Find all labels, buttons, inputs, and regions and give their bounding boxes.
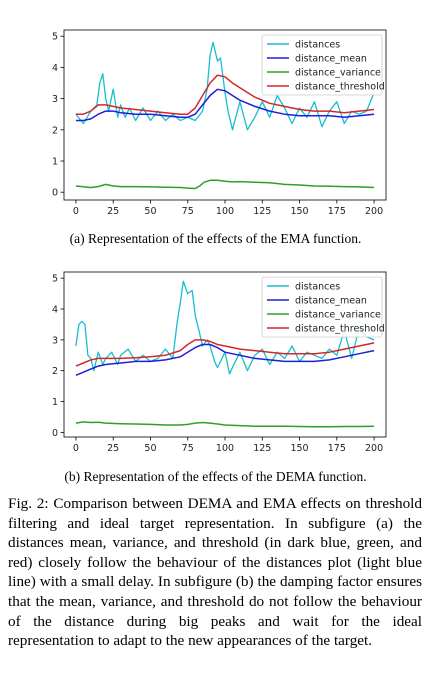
x-tick-label: 75	[182, 206, 194, 217]
series-line-distance-mean	[75, 88, 375, 122]
y-tick-label: 0	[52, 428, 58, 439]
y-tick-label: 3	[52, 94, 58, 105]
x-tick-label: 150	[290, 206, 308, 217]
legend-label: distances	[295, 40, 340, 51]
x-tick-label: 150	[290, 443, 308, 454]
series-line-distance-mean	[75, 343, 375, 376]
y-tick-label: 4	[52, 63, 58, 74]
x-tick-label: 75	[182, 443, 194, 454]
series-line-distances	[75, 41, 375, 131]
series-line-distance-threshold	[75, 74, 375, 115]
y-tick-label: 5	[52, 274, 58, 285]
series-line-distance-variance	[75, 421, 375, 428]
y-tick-label: 2	[52, 366, 58, 377]
legend-box	[261, 34, 383, 96]
x-tick-label: 50	[144, 443, 156, 454]
x-tick-label: 175	[328, 206, 346, 217]
x-tick-label: 0	[73, 206, 79, 217]
x-tick-label: 25	[107, 443, 119, 454]
legend-label: distance_variance	[295, 310, 381, 321]
x-tick-label: 25	[107, 206, 119, 217]
x-tick-label: 100	[216, 206, 234, 217]
x-tick-label: 0	[73, 443, 79, 454]
x-tick-label: 125	[253, 443, 271, 454]
x-tick-label: 125	[253, 206, 271, 217]
y-tick-label: 1	[52, 157, 58, 168]
legend-box	[261, 276, 383, 338]
y-tick-label: 0	[52, 188, 58, 199]
series-line-distance-variance	[75, 179, 375, 190]
ema-line-chart: 0 25 50 75 100 125 150 175 200 0 1 2 3 4 5 distances dis…	[52, 29, 387, 217]
y-tick-label: 5	[52, 32, 58, 43]
subfigure-b-chart: 0 25 50 75 100 125 150 175 200 0 1 2 3 4 5 distances dis…	[0, 262, 431, 462]
x-tick-label: 200	[365, 206, 383, 217]
legend-label: distance_mean	[295, 296, 367, 307]
subcaption-b: (b) Representation of the effects of the…	[64, 469, 367, 484]
y-tick-label: 1	[52, 397, 58, 408]
x-tick-label: 100	[216, 443, 234, 454]
x-tick-label: 50	[144, 206, 156, 217]
dema-line-chart: 0 25 50 75 100 125 150 175 200 0 1 2 3 4 5 distances dis…	[52, 271, 387, 454]
subcaption-a: (a) Representation of the effects of the…	[69, 231, 362, 246]
y-tick-label: 4	[52, 305, 58, 316]
x-tick-label: 200	[365, 443, 383, 454]
subfigure-a-chart: 0 25 50 75 100 125 150 175 200 0 1 2 3 4 5 distances dis…	[0, 0, 431, 222]
legend-label: distances	[295, 282, 340, 293]
figure-caption: Fig. 2: Comparison between DEMA and EMA …	[8, 495, 422, 650]
legend-label: distance_variance	[295, 68, 381, 79]
y-tick-label: 3	[52, 335, 58, 346]
series-line-distance-threshold	[75, 339, 375, 367]
x-tick-label: 175	[328, 443, 346, 454]
legend-label: distance_threshold	[295, 324, 385, 335]
y-tick-label: 2	[52, 125, 58, 136]
legend-label: distance_threshold	[295, 82, 385, 93]
legend-label: distance_mean	[295, 54, 367, 65]
